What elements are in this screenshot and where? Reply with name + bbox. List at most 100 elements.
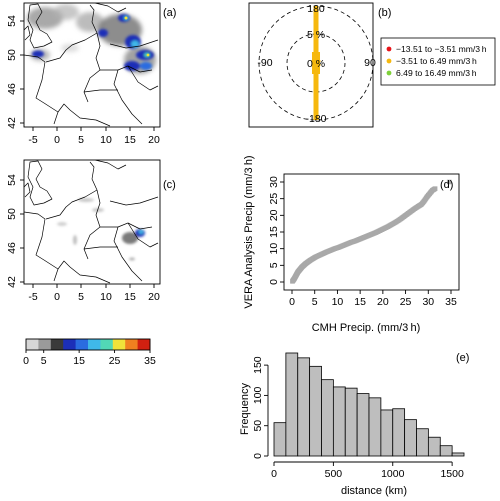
- scatter-y-tick-label: 5: [268, 262, 280, 268]
- legend-box: [380, 37, 496, 86]
- map-c-lon-axis: -5 0 5 10 15 20: [28, 284, 160, 303]
- scatter-y-tick-label: 0: [268, 279, 280, 285]
- histogram-x-tick-label: 500: [325, 468, 343, 480]
- histogram-y-tick-label: 150: [252, 356, 264, 374]
- map-a-lon-tick: 15: [124, 134, 136, 146]
- colorbar-cell: [63, 339, 76, 350]
- map-a-lon-tick: 0: [54, 134, 60, 146]
- panel-a: (a) 54 50 46 42 -5 0 5 10 15 20: [6, 2, 176, 146]
- histogram-y-tick-label: 0: [252, 453, 264, 459]
- panel-a-label: (a): [163, 7, 176, 19]
- panel-d-label: (d): [440, 179, 453, 191]
- polar-left-label: -90: [257, 57, 272, 69]
- scatter-x-tick-label: 20: [377, 296, 389, 308]
- scatter-y-tick-label: 20: [268, 209, 280, 221]
- legend-entry: −13.51 to −3.51 mm/3 h: [396, 44, 487, 54]
- map-a-lat-axis: 54 50 46 42: [6, 15, 24, 129]
- histogram-bar: [297, 357, 311, 457]
- panel-b: 180 -180 -90 90 5 % 0 % 10 % (b) −13.51 …: [248, 2, 496, 128]
- histogram-bar: [368, 397, 382, 457]
- histogram-bar: [439, 445, 453, 457]
- colorbar-cell: [100, 339, 114, 350]
- map-c-field: [24, 160, 159, 284]
- polar-top-label: 180: [307, 3, 325, 15]
- colorbar-cell: [125, 339, 138, 350]
- scatter-y-tick-label: 25: [268, 193, 280, 205]
- colorbar-cell: [38, 339, 52, 350]
- histogram-axes: 0 500 1000 1500 0 50 100 150: [252, 356, 464, 480]
- histogram-y-tick-label: 100: [252, 386, 264, 404]
- scatter-axes: 0 5 10 15 20 25 30 35 0 5 10 15 20 25 30: [268, 176, 457, 308]
- map-a-lon-tick: -5: [28, 134, 37, 146]
- scatter-x-tick-label: 30: [422, 296, 434, 308]
- legend-entry: −3.51 to 6.49 mm/3 h: [396, 56, 477, 66]
- colorbar-tick-label: 15: [73, 355, 85, 367]
- scatter-y-tick-label: 15: [268, 226, 280, 238]
- histogram-bar: [392, 408, 406, 457]
- legend-marker: [386, 46, 392, 52]
- colorbar-tick-label: 0: [23, 355, 29, 367]
- map-a-frame: [23, 2, 161, 128]
- map-c-frame: [23, 159, 161, 285]
- map-a-lat-tick: 54: [6, 15, 18, 27]
- map-c-lat-tick: 42: [6, 276, 18, 288]
- map-a-lat-tick: 46: [6, 83, 18, 95]
- colorbar-cell: [137, 339, 151, 350]
- colorbar-cell: [50, 339, 64, 350]
- histogram-bar: [356, 393, 370, 457]
- map-a-lon-axis: -5 0 5 10 15 20: [28, 127, 160, 146]
- polar-spokes: [311, 6, 321, 120]
- map-a-lon-tick: 20: [148, 134, 160, 146]
- scatter-point: [446, 179, 452, 185]
- histogram-bar: [344, 387, 358, 457]
- map-c-lon-tick: -5: [28, 291, 37, 303]
- scatter-xlabel: CMH Precip. (mm/3 h): [312, 322, 421, 334]
- polar-legend: −13.51 to −3.51 mm/3 h −3.51 to 6.49 mm/…: [380, 37, 496, 86]
- legend-entry: 6.49 to 16.49 mm/3 h: [396, 68, 477, 78]
- scatter-x-tick-label: 0: [289, 296, 295, 308]
- polar-outer-ring-label: 10 %: [304, 3, 328, 15]
- colorbar-cell: [88, 339, 101, 350]
- panel-b-label: (b): [378, 7, 391, 19]
- histogram-ylabel: Frequency: [239, 383, 251, 435]
- colorbar-cell: [75, 339, 89, 350]
- histogram-bar: [427, 436, 441, 457]
- panel-c: (c) 54 50 46 42 -5 0 5 10 15 20: [6, 159, 176, 303]
- colorbar-cells: [26, 339, 151, 350]
- scatter-points: [290, 179, 452, 284]
- map-c-lon-tick: 10: [100, 291, 112, 303]
- scatter-y-tick-label: 30: [268, 176, 280, 188]
- histogram-bar: [273, 422, 287, 457]
- colorbar-cell: [26, 339, 39, 350]
- histogram-bar: [416, 428, 429, 457]
- map-c-lon-tick: 5: [78, 291, 84, 303]
- map-c-coastlines: [24, 160, 159, 284]
- scatter-x-tick-label: 10: [332, 296, 344, 308]
- polar-bottom-label: -180: [305, 113, 326, 125]
- scatter-point: [432, 186, 438, 191]
- map-a-lat-tick: 50: [6, 49, 18, 61]
- histogram-bar: [380, 409, 394, 457]
- colorbar-ticks: 0 5 15 25 35: [23, 350, 156, 367]
- histogram-bar: [309, 365, 322, 457]
- map-a-lon-tick: 10: [100, 134, 112, 146]
- map-c-lat-tick: 54: [6, 174, 18, 186]
- scatter-y-tick-label: 10: [268, 243, 280, 255]
- scatter-x-tick-label: 35: [445, 296, 457, 308]
- colorbar-tick-label: 5: [41, 355, 47, 367]
- legend-marker: [386, 58, 392, 64]
- map-c-lat-tick: 50: [6, 208, 18, 220]
- histogram-bar: [321, 379, 334, 457]
- histogram-bar: [404, 419, 417, 457]
- histogram-bar: [332, 386, 346, 457]
- map-c-lon-tick: 20: [148, 291, 160, 303]
- scatter-x-tick-label: 15: [354, 296, 366, 308]
- colorbar: 0 5 15 25 35: [23, 338, 156, 367]
- histogram-bar: [285, 352, 299, 457]
- colorbar-tick-label: 35: [144, 355, 156, 367]
- scatter-x-tick-label: 5: [312, 296, 318, 308]
- polar-inner-ring-label: 5 %: [307, 29, 325, 41]
- legend-marker: [386, 70, 392, 76]
- map-a-coastlines: [24, 3, 159, 127]
